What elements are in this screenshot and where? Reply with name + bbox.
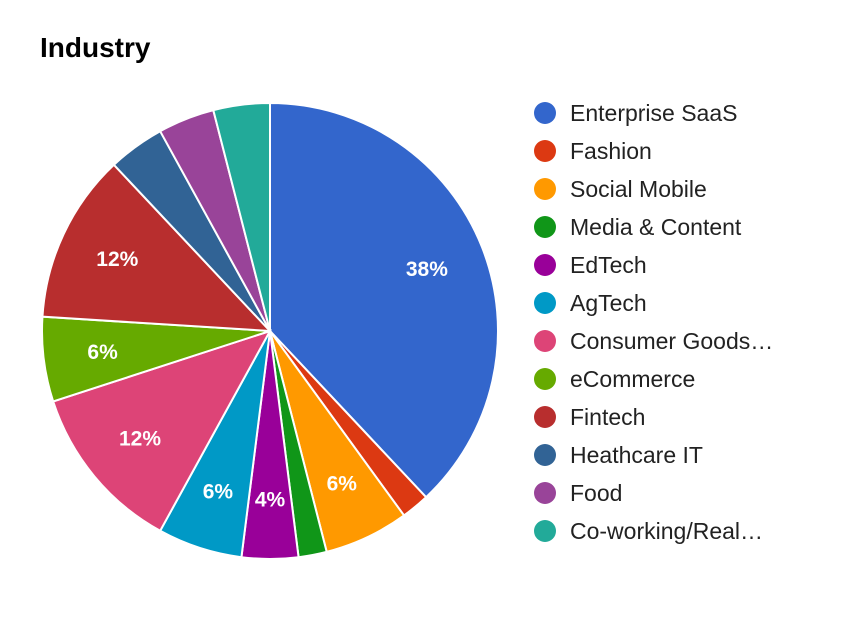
legend-label: Media & Content (570, 213, 742, 240)
legend-swatch (534, 482, 556, 504)
legend-swatch (534, 520, 556, 542)
legend-label: Heathcare IT (570, 441, 703, 468)
legend-swatch (534, 444, 556, 466)
legend-label: Co-working/Real… (570, 517, 764, 544)
slice-label-social-mobile: 6% (327, 473, 358, 496)
legend-label: Enterprise SaaS (570, 99, 738, 126)
legend-item-food[interactable]: Food (534, 474, 773, 512)
legend-item-social-mobile[interactable]: Social Mobile (534, 170, 773, 208)
legend-swatch (534, 102, 556, 124)
legend-swatch (534, 406, 556, 428)
slice-label-edtech: 4% (255, 489, 286, 512)
legend-label: Fashion (570, 137, 652, 164)
legend-swatch (534, 254, 556, 276)
legend-swatch (534, 368, 556, 390)
legend-label: EdTech (570, 251, 647, 278)
pie-slice-co-working-real[interactable] (212, 101, 271, 332)
legend-item-enterprise-saas[interactable]: Enterprise SaaS (534, 94, 773, 132)
legend-label: Food (570, 479, 623, 506)
legend-item-edtech[interactable]: EdTech (534, 246, 773, 284)
legend-item-heathcare-it[interactable]: Heathcare IT (534, 436, 773, 474)
legend-item-media-content[interactable]: Media & Content (534, 208, 773, 246)
pie-slice-enterprise-saas[interactable] (269, 101, 499, 499)
chart-title: Industry (40, 32, 151, 63)
legend-item-ecommerce[interactable]: eCommerce (534, 360, 773, 398)
legend-item-fashion[interactable]: Fashion (534, 132, 773, 170)
slice-label-consumer-goods: 12% (119, 428, 161, 451)
legend-swatch (534, 330, 556, 352)
pie-slice-fintech[interactable] (41, 163, 273, 333)
slice-label-enterprise-saas: 38% (406, 258, 448, 281)
legend-item-consumer-goods[interactable]: Consumer Goods… (534, 322, 773, 360)
legend-item-co-working-real[interactable]: Co-working/Real… (534, 512, 773, 550)
slice-label-agtech: 6% (203, 481, 234, 504)
legend: Enterprise SaaS Fashion Social Mobile Media… (534, 94, 773, 550)
legend-swatch (534, 292, 556, 314)
legend-swatch (534, 140, 556, 162)
legend-label: Consumer Goods… (570, 327, 774, 354)
pie-slice-consumer-goods[interactable] (51, 329, 273, 533)
legend-label: AgTech (570, 289, 647, 316)
legend-item-fintech[interactable]: Fintech (534, 398, 773, 436)
legend-swatch (534, 216, 556, 238)
legend-label: Social Mobile (570, 175, 707, 202)
slice-label-ecommerce: 6% (87, 341, 118, 364)
slice-label-fintech: 12% (96, 248, 138, 271)
legend-item-agtech[interactable]: AgTech (534, 284, 773, 322)
legend-label: eCommerce (570, 365, 696, 392)
legend-label: Fintech (570, 403, 646, 430)
legend-swatch (534, 178, 556, 200)
